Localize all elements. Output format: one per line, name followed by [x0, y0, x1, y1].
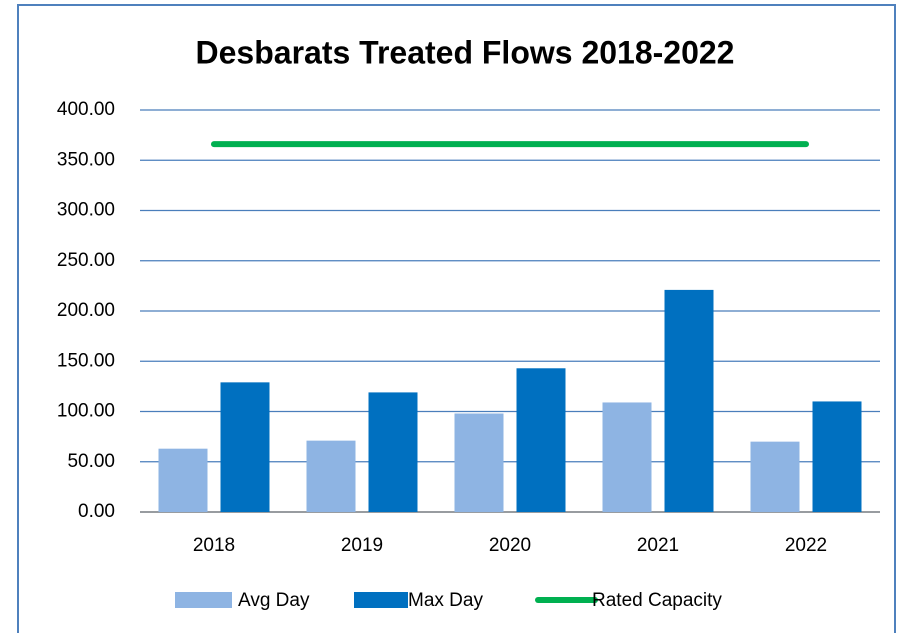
y-tick-label: 150.00 — [57, 350, 115, 371]
y-tick-label: 200.00 — [57, 300, 115, 321]
legend-swatch — [175, 592, 232, 608]
x-tick-label: 2021 — [637, 535, 679, 556]
y-tick-label: 100.00 — [57, 401, 115, 422]
legend-label: Max Day — [408, 590, 483, 611]
y-tick-label: 400.00 — [57, 99, 115, 120]
y-tick-label: 300.00 — [57, 200, 115, 221]
y-tick-label: 0.00 — [78, 501, 115, 522]
chart-frame — [17, 4, 896, 633]
bar — [368, 392, 418, 512]
bar — [750, 441, 800, 512]
bar — [812, 401, 862, 512]
legend-label: Avg Day — [238, 590, 310, 611]
legend-swatch — [354, 592, 408, 608]
x-tick-label: 2020 — [489, 535, 531, 556]
bar — [602, 402, 652, 512]
y-tick-label: 50.00 — [67, 451, 115, 472]
bar — [306, 440, 356, 512]
bar — [664, 289, 714, 512]
x-tick-label: 2018 — [193, 535, 235, 556]
x-tick-label: 2022 — [785, 535, 827, 556]
y-tick-label: 250.00 — [57, 250, 115, 271]
bar — [158, 448, 208, 512]
x-tick-label: 2019 — [341, 535, 383, 556]
legend-label: Rated Capacity — [592, 590, 722, 611]
bar — [516, 368, 566, 512]
bar — [454, 413, 504, 512]
chart-title: Desbarats Treated Flows 2018-2022 — [196, 34, 735, 70]
bar — [220, 382, 270, 512]
y-tick-label: 350.00 — [57, 149, 115, 170]
